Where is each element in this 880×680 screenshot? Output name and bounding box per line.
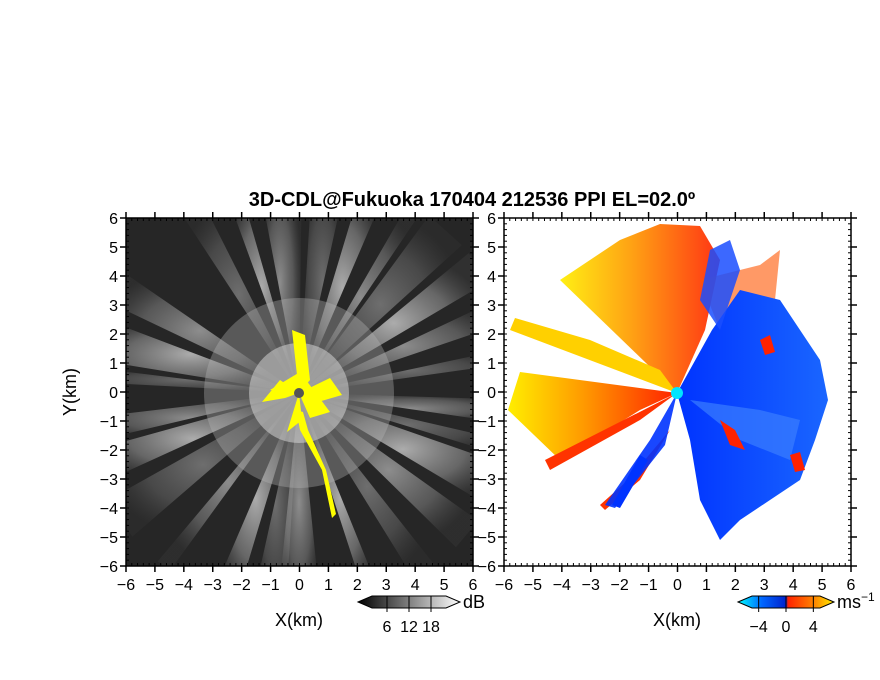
colorbar-tick-label: 0 xyxy=(782,619,791,636)
x-tick-label: 5 xyxy=(440,577,449,594)
colorbar-tick-label: 4 xyxy=(809,619,818,636)
y-tick-label: 0 xyxy=(487,385,496,402)
velocity-field xyxy=(508,224,828,540)
velocity-axes: −6 −5 −4 −3 −2 −1 0 1 2 3 4 5 6 −6 −5 −4 −3 −2 −1 0 1 2 3 4 5 6 xyxy=(478,211,857,594)
velocity-cool-region xyxy=(605,240,828,540)
reflectivity-x-label: X(km) xyxy=(275,610,323,630)
reflectivity-beam xyxy=(299,393,473,497)
reflectivity-beam xyxy=(299,253,473,393)
reflectivity-beam xyxy=(126,274,299,393)
y-tick-label: 1 xyxy=(487,356,496,373)
y-tick-label: 2 xyxy=(487,327,496,344)
reflectivity-beam xyxy=(224,393,299,566)
velocity-center-marker xyxy=(671,387,683,399)
y-tick-label: 1 xyxy=(109,356,118,373)
y-tick-label: −1 xyxy=(478,414,496,431)
reflectivity-beam xyxy=(126,393,299,537)
chart-title: 3D-CDL@Fukuoka 170404 212536 PPI EL=02.0… xyxy=(249,189,695,211)
x-tick-label: 2 xyxy=(353,577,362,594)
x-tick-label: −5 xyxy=(146,577,164,594)
y-tick-label: 2 xyxy=(109,327,118,344)
reflectivity-y-label: Y(km) xyxy=(60,368,80,416)
x-tick-label: 4 xyxy=(789,577,798,594)
reflectivity-beam xyxy=(299,218,338,393)
colorbar-velocity-ticks: −4 0 4 xyxy=(750,596,818,636)
x-tick-label: 0 xyxy=(295,577,304,594)
x-tick-label: −1 xyxy=(639,577,657,594)
colorbar-reflectivity: 6 12 18 dB xyxy=(356,592,485,636)
colorbar-reflectivity-ticks: 6 12 18 xyxy=(383,596,440,636)
reflectivity-beam xyxy=(157,393,299,566)
y-tick-label: −5 xyxy=(100,530,118,547)
x-tick-label: 6 xyxy=(469,577,478,594)
panel-velocity: −6 −5 −4 −3 −2 −1 0 1 2 3 4 5 6 −6 −5 −4 −3 −2 −1 0 1 2 3 4 5 6 X… xyxy=(478,211,857,630)
reflectivity-beam xyxy=(184,218,299,393)
x-tick-label: 1 xyxy=(702,577,711,594)
y-tick-label: 0 xyxy=(109,385,118,402)
x-tick-label: −4 xyxy=(553,577,571,594)
y-tick-label: 3 xyxy=(487,298,496,315)
reflectivity-beam xyxy=(126,393,299,472)
y-tick-label: −2 xyxy=(478,443,496,460)
x-tick-label: 1 xyxy=(324,577,333,594)
colorbar-tick-label: −4 xyxy=(750,619,768,636)
x-tick-label: 3 xyxy=(760,577,769,594)
colorbar-velocity-unit-exponent: −1 xyxy=(861,590,875,604)
x-tick-label: 5 xyxy=(818,577,827,594)
x-tick-label: −2 xyxy=(233,577,251,594)
x-tick-label: 0 xyxy=(673,577,682,594)
x-tick-label: −5 xyxy=(524,577,542,594)
y-tick-label: 5 xyxy=(109,240,118,257)
reflectivity-beam xyxy=(281,393,317,566)
panel-reflectivity: −6 −5 −4 −3 −2 −1 0 1 2 3 4 5 6 −6 −5 −4 −3 −2 −1 0 1 2 3 4 5 6 X… xyxy=(60,211,479,630)
x-tick-label: 4 xyxy=(411,577,420,594)
y-tick-label: −1 xyxy=(100,414,118,431)
y-tick-label: 6 xyxy=(109,211,118,228)
x-tick-label: −6 xyxy=(117,577,135,594)
colorbar-velocity: −4 0 4 ms−1 xyxy=(736,590,875,636)
x-tick-label: −1 xyxy=(261,577,279,594)
colorbar-tick-label: 18 xyxy=(422,619,440,636)
colorbar-tick-label: 6 xyxy=(383,619,392,636)
y-tick-label: 3 xyxy=(109,298,118,315)
x-tick-label: 3 xyxy=(382,577,391,594)
x-tick-label: −6 xyxy=(495,577,513,594)
reflectivity-beam xyxy=(299,393,436,566)
reflectivity-center-marker xyxy=(294,388,304,398)
reflectivity-beam xyxy=(299,218,462,393)
reflectivity-beam xyxy=(299,393,473,548)
x-tick-label: 6 xyxy=(847,577,856,594)
y-tick-label: −2 xyxy=(100,443,118,460)
y-tick-label: 4 xyxy=(109,269,118,286)
y-tick-label: −5 xyxy=(478,530,496,547)
y-tick-label: −3 xyxy=(100,472,118,489)
colorbar-reflectivity-unit: dB xyxy=(463,592,485,612)
x-tick-label: −2 xyxy=(611,577,629,594)
colorbar-velocity-unit: ms−1 xyxy=(837,590,875,612)
reflectivity-axes: −6 −5 −4 −3 −2 −1 0 1 2 3 4 5 6 −6 −5 −4 −3 −2 −1 0 1 2 3 4 5 6 xyxy=(100,211,479,594)
y-tick-label: 5 xyxy=(487,240,496,257)
y-tick-label: −6 xyxy=(478,559,496,576)
y-tick-label: −3 xyxy=(478,472,496,489)
velocity-x-label: X(km) xyxy=(653,610,701,630)
reflectivity-beam xyxy=(299,218,418,393)
x-tick-label: −4 xyxy=(175,577,193,594)
reflectivity-beam xyxy=(299,356,473,393)
y-tick-label: −4 xyxy=(100,501,118,518)
x-tick-label: −3 xyxy=(204,577,222,594)
colorbar-tick-label: 12 xyxy=(400,619,418,636)
x-tick-label: 2 xyxy=(731,577,740,594)
y-tick-label: −6 xyxy=(100,559,118,576)
y-tick-label: 6 xyxy=(487,211,496,228)
y-tick-label: −4 xyxy=(478,501,496,518)
x-tick-label: −3 xyxy=(582,577,600,594)
reflectivity-beam xyxy=(235,218,299,393)
y-tick-label: 4 xyxy=(487,269,496,286)
